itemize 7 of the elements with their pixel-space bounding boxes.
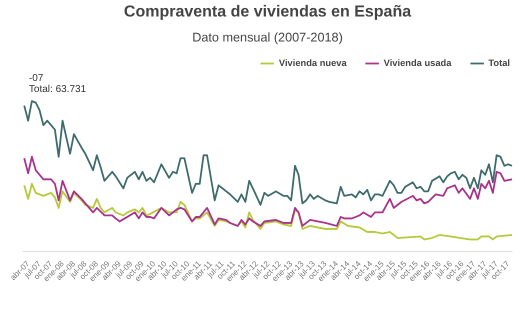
annotation: Total: 63.731 [28, 84, 87, 96]
legend-label: Vivienda nueva [278, 58, 347, 68]
chart-title: Compraventa de viviendas en España [124, 4, 412, 20]
legend-label: Vivienda usada [384, 58, 452, 68]
annotation: -07 [28, 73, 44, 84]
chart-subtitle: Dato mensual (2007-2018) [192, 30, 343, 44]
legend-label: Total [488, 58, 510, 68]
